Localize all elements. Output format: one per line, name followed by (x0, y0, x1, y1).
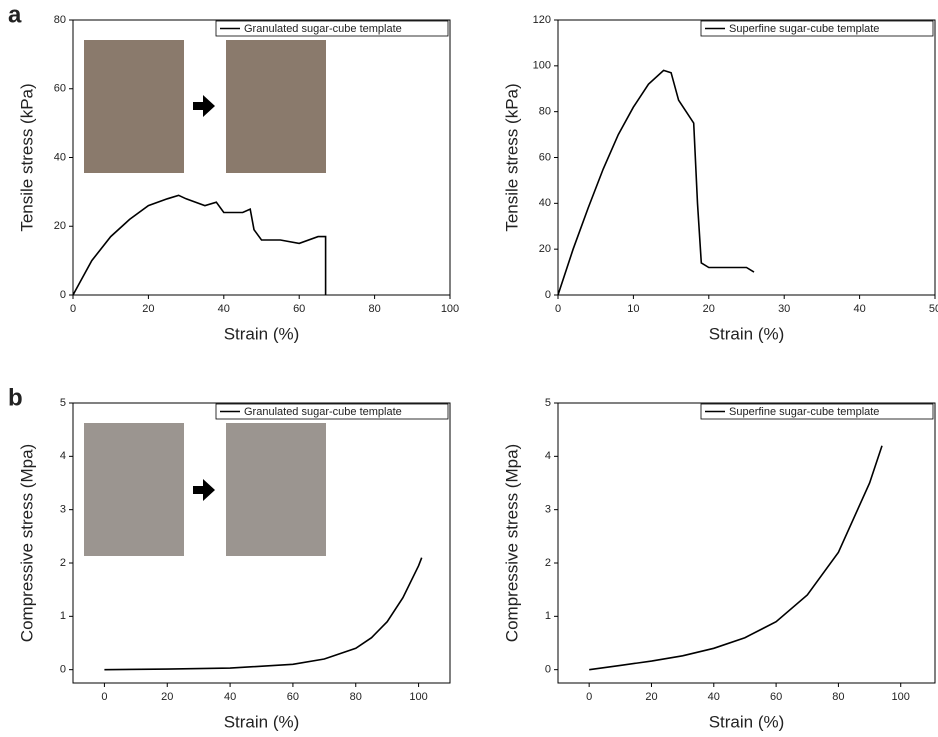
panel-label: b (8, 384, 23, 411)
y-tick-label: 100 (533, 60, 551, 72)
legend-label: Superfine sugar-cube template (729, 406, 879, 418)
y-tick-label: 40 (54, 151, 66, 163)
y-tick-label: 5 (545, 397, 551, 409)
x-tick-label: 50 (929, 303, 938, 315)
legend-label: Granulated sugar-cube template (244, 23, 402, 35)
x-tick-label: 80 (368, 303, 380, 315)
x-tick-label: 40 (708, 691, 720, 703)
x-tick-label: 100 (441, 303, 459, 315)
x-tick-label: 30 (778, 303, 790, 315)
y-axis-label: Compressive stress (Mpa) (502, 444, 521, 642)
plot-frame (557, 402, 936, 684)
x-tick-label: 20 (645, 691, 657, 703)
legend-label: Granulated sugar-cube template (244, 406, 402, 418)
y-axis-label: Compressive stress (Mpa) (17, 444, 36, 642)
x-tick-label: 100 (409, 691, 427, 703)
x-tick-label: 80 (350, 691, 362, 703)
y-tick-label: 5 (60, 397, 66, 409)
y-tick-label: 2 (545, 557, 551, 569)
y-tick-label: 0 (60, 289, 66, 301)
plot-frame (557, 19, 936, 296)
y-tick-label: 1 (60, 610, 66, 622)
x-tick-label: 40 (853, 303, 865, 315)
x-axis-label: Strain (%) (709, 324, 785, 343)
data-line (104, 557, 423, 671)
y-tick-label: 20 (539, 243, 551, 255)
y-tick-label: 80 (54, 14, 66, 26)
legend-box (700, 403, 934, 420)
arrow (193, 479, 215, 501)
y-tick-label: 20 (54, 220, 66, 232)
data-line (589, 445, 883, 671)
y-tick-label: 60 (539, 151, 551, 163)
y-axis-label: Tensile stress (kPa) (17, 83, 36, 231)
x-tick-label: 0 (586, 691, 592, 703)
y-tick-label: 0 (545, 289, 551, 301)
y-tick-label: 3 (60, 504, 66, 516)
y-tick-label: 1 (545, 610, 551, 622)
y-tick-label: 0 (545, 664, 551, 676)
x-tick-label: 40 (218, 303, 230, 315)
y-tick-label: 80 (539, 106, 551, 118)
y-tick-label: 40 (539, 197, 551, 209)
x-tick-label: 10 (627, 303, 639, 315)
x-tick-label: 0 (555, 303, 561, 315)
x-tick-label: 0 (101, 691, 107, 703)
inset-photos (84, 40, 326, 556)
x-tick-label: 60 (293, 303, 305, 315)
legend-label: Superfine sugar-cube template (729, 23, 879, 35)
y-tick-label: 60 (54, 83, 66, 95)
x-tick-label: 20 (161, 691, 173, 703)
legend-box (700, 20, 934, 37)
y-tick-label: 0 (60, 664, 66, 676)
x-tick-label: 20 (703, 303, 715, 315)
x-tick-label: 80 (832, 691, 844, 703)
arrow (193, 95, 215, 117)
y-axis-label: Tensile stress (kPa) (502, 83, 521, 231)
x-tick-label: 20 (142, 303, 154, 315)
photo (84, 423, 184, 556)
y-tick-label: 4 (60, 450, 66, 462)
x-tick-label: 40 (224, 691, 236, 703)
data-line (557, 69, 755, 296)
y-tick-label: 2 (60, 557, 66, 569)
x-tick-label: 60 (287, 691, 299, 703)
plot-frame (72, 402, 451, 684)
photo (226, 40, 326, 173)
x-tick-label: 60 (770, 691, 782, 703)
y-tick-label: 3 (545, 504, 551, 516)
x-axis-label: Strain (%) (224, 712, 300, 731)
y-tick-label: 120 (533, 14, 551, 26)
photo (226, 423, 326, 556)
photo (84, 40, 184, 173)
x-tick-label: 0 (70, 303, 76, 315)
legend-box (215, 20, 449, 37)
x-axis-label: Strain (%) (709, 712, 785, 731)
x-axis-label: Strain (%) (224, 324, 300, 343)
x-tick-label: 100 (892, 691, 910, 703)
panel-label: a (8, 1, 22, 28)
data-line (72, 194, 327, 296)
y-tick-label: 4 (545, 450, 551, 462)
legend-box (215, 403, 449, 420)
